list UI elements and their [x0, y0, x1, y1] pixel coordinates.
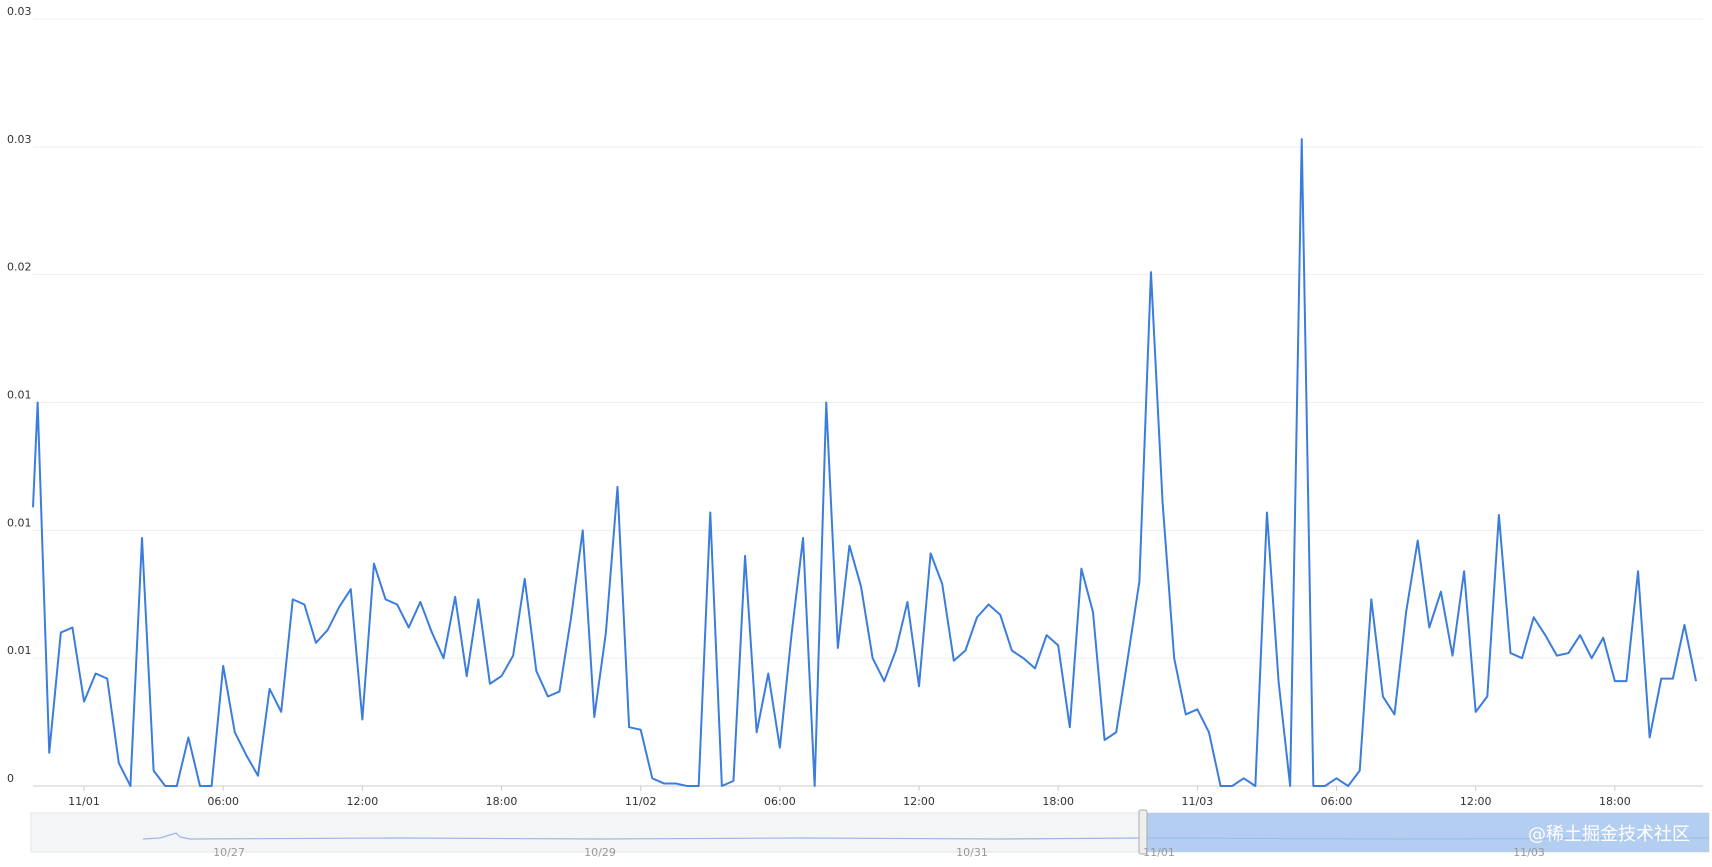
- y-tick-label: 0: [7, 772, 14, 785]
- x-tick-label: 11/02: [625, 795, 657, 808]
- y-tick-label: 0.03: [7, 5, 32, 18]
- y-tick-label: 0.01: [7, 516, 32, 529]
- x-tick-label: 18:00: [486, 795, 518, 808]
- y-tick-label: 0.01: [7, 389, 32, 402]
- y-tick-label: 0.02: [7, 261, 32, 274]
- x-tick-label: 12:00: [347, 795, 379, 808]
- x-tick-label: 11/03: [1182, 795, 1214, 808]
- zoom-label: 10/29: [584, 846, 616, 859]
- zoom-label: 10/31: [956, 846, 988, 859]
- x-tick-label: 12:00: [1460, 795, 1492, 808]
- zoom-label: 11/01: [1143, 846, 1175, 859]
- x-tick-label: 06:00: [207, 795, 239, 808]
- zoom-handle[interactable]: [1138, 809, 1148, 855]
- zoom-selection[interactable]: [1144, 813, 1709, 852]
- y-tick-label: 0.03: [7, 133, 32, 146]
- x-tick-label: 11/01: [68, 795, 100, 808]
- y-tick-label: 0.01: [7, 644, 32, 657]
- watermark: @稀土掘金技术社区: [1528, 824, 1690, 845]
- zoom-label: 11/03: [1513, 846, 1545, 859]
- x-tick-label: 06:00: [1321, 795, 1353, 808]
- x-tick-label: 12:00: [903, 795, 935, 808]
- x-tick-label: 18:00: [1042, 795, 1074, 808]
- data-line: [32, 138, 1698, 787]
- x-tick-label: 06:00: [764, 795, 796, 808]
- zoom-label: 10/27: [213, 846, 245, 859]
- x-tick-label: 18:00: [1599, 795, 1631, 808]
